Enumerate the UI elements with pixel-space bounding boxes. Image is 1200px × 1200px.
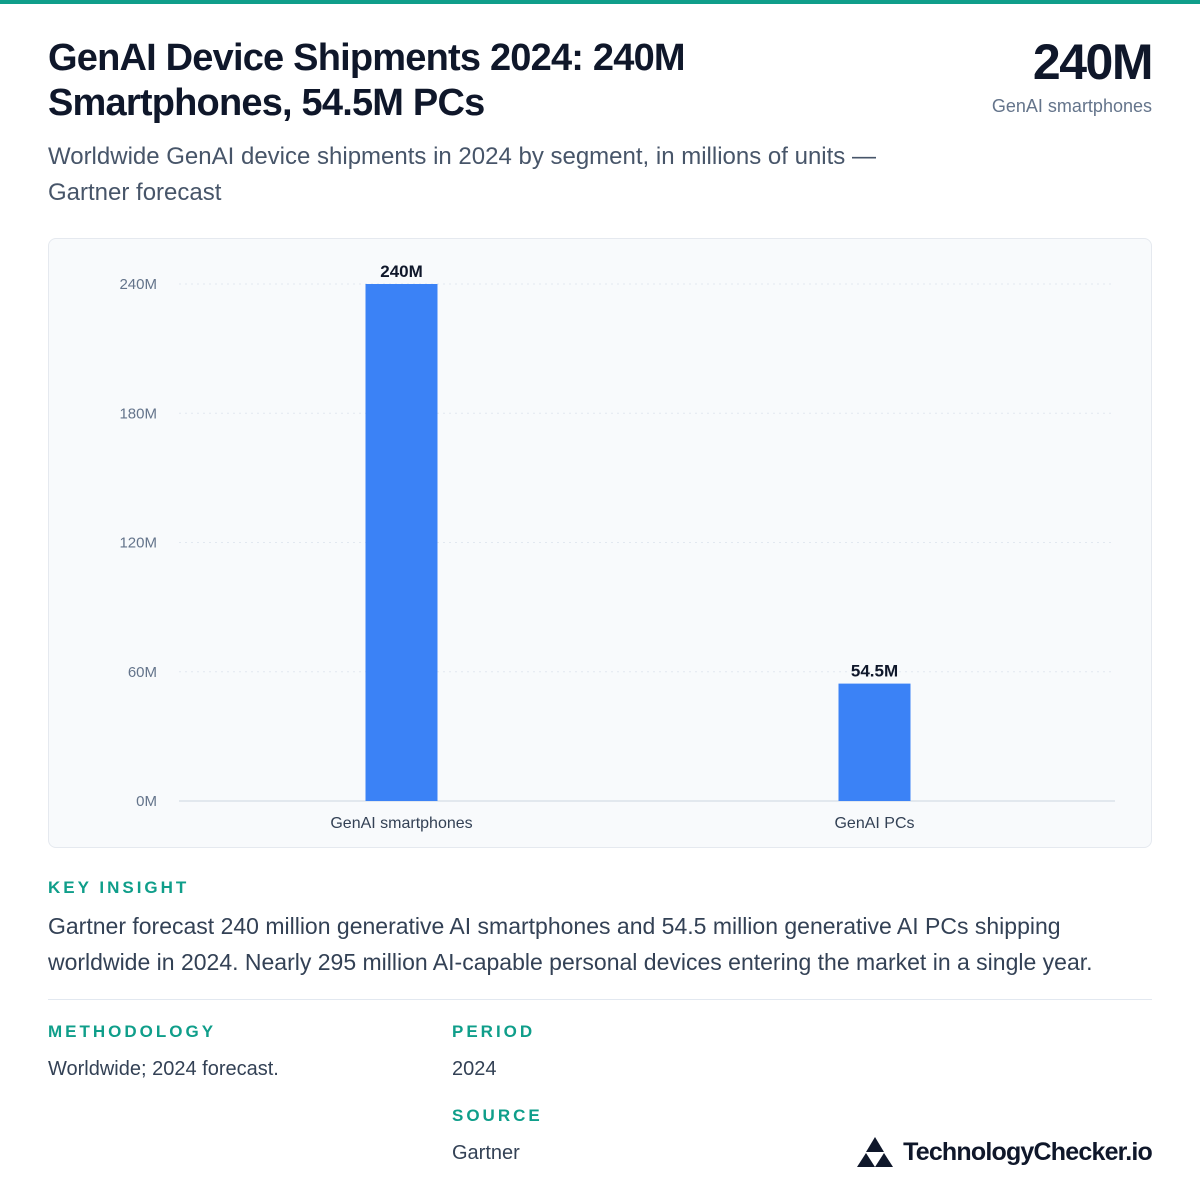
data-label: 240M	[380, 262, 423, 281]
hero-label: GenAI smartphones	[991, 96, 1152, 116]
triangle-logo-icon	[857, 1137, 894, 1167]
x-category-label: GenAI smartphones	[330, 815, 472, 832]
period-value: 2024	[452, 1058, 497, 1080]
bar	[838, 683, 911, 801]
bar-chart: 0M 60M 120M 180M 240M 240M GenAI smartphones 54…	[119, 262, 1115, 832]
period-label: PERIOD	[452, 1022, 536, 1041]
top-accent-rule	[0, 0, 1200, 4]
y-tick-label: 240M	[119, 276, 157, 293]
chart-card: 0M 60M 120M 180M 240M 240M GenAI smartphones 54…	[48, 238, 1152, 848]
data-label: 54.5M	[851, 662, 898, 681]
hero-value: 240M	[1032, 34, 1154, 90]
bar	[365, 284, 438, 801]
source-value: Gartner	[452, 1142, 520, 1164]
insight-label: KEY INSIGHT	[48, 878, 190, 897]
methodology-label: METHODOLOGY	[48, 1022, 217, 1041]
source-label: SOURCE	[452, 1106, 543, 1125]
page-title: GenAI Device Shipments 2024: 240M Smartp…	[48, 37, 686, 124]
y-tick-label: 60M	[128, 664, 157, 681]
insight-text: Gartner forecast 240 million generative …	[48, 913, 1093, 975]
y-tick-label: 120M	[119, 535, 157, 552]
page-subtitle: Worldwide GenAI device shipments in 2024…	[48, 143, 876, 206]
methodology-value: Worldwide; 2024 forecast.	[48, 1058, 279, 1080]
brand-logo: TechnologyChecker.io	[857, 1136, 1153, 1168]
hero-stat: 240M GenAI smartphones	[991, 34, 1154, 118]
x-category-label: GenAI PCs	[834, 815, 914, 832]
y-tick-label: 0M	[136, 793, 157, 810]
y-tick-label: 180M	[119, 405, 157, 422]
brand-name: TechnologyChecker.io	[903, 1137, 1153, 1166]
section-divider	[48, 999, 1152, 1000]
